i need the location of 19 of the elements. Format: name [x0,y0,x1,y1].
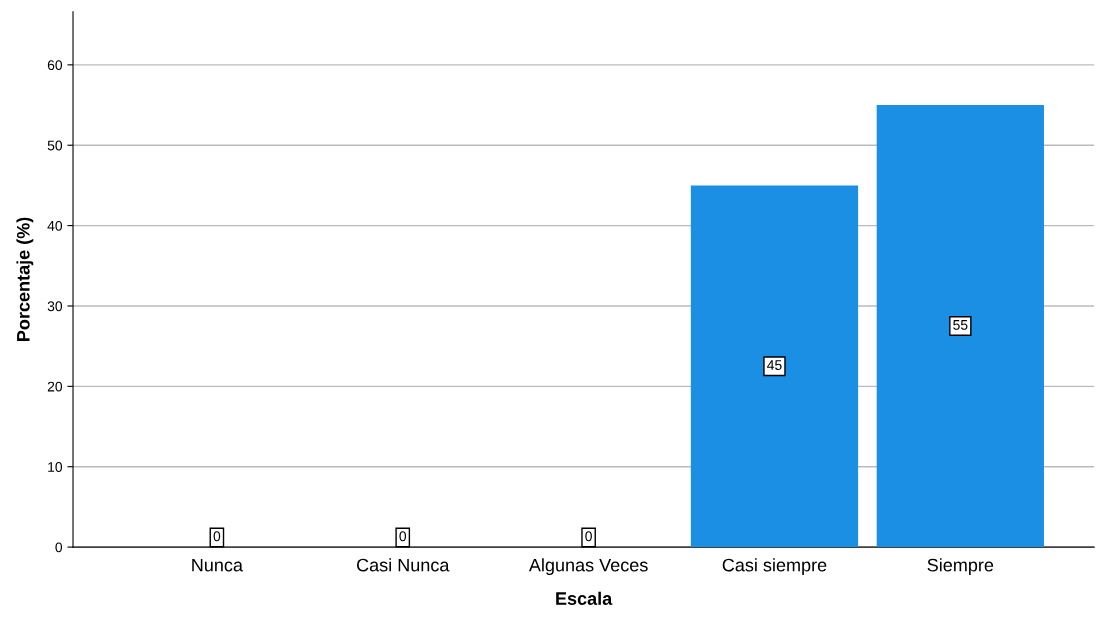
y-tick-label: 0 [55,542,63,553]
data-label: 0 [585,531,592,542]
y-tick-label: 10 [48,462,63,472]
x-tick-label: Siempre [927,558,994,576]
y-tick-label: 60 [47,60,63,71]
data-label: 0 [213,531,221,542]
y-tick-label: 30 [47,301,63,312]
data-label: 55 [953,320,968,330]
data-label: 45 [767,360,782,370]
x-tick-label: Casi siempre [722,558,827,576]
data-label: 0 [399,531,407,542]
y-tick-label: 20 [47,381,63,392]
x-tick-label: Nunca [192,558,243,572]
y-tick-label: 50 [47,140,63,151]
x-axis-title: Escala [556,591,613,605]
y-tick-label: 40 [47,220,63,231]
y-axis-title: Porcentaje (%) [16,217,34,341]
x-tick-label: Casi Nunca [357,558,450,572]
x-tick-label: Algunas Veces [528,558,648,576]
